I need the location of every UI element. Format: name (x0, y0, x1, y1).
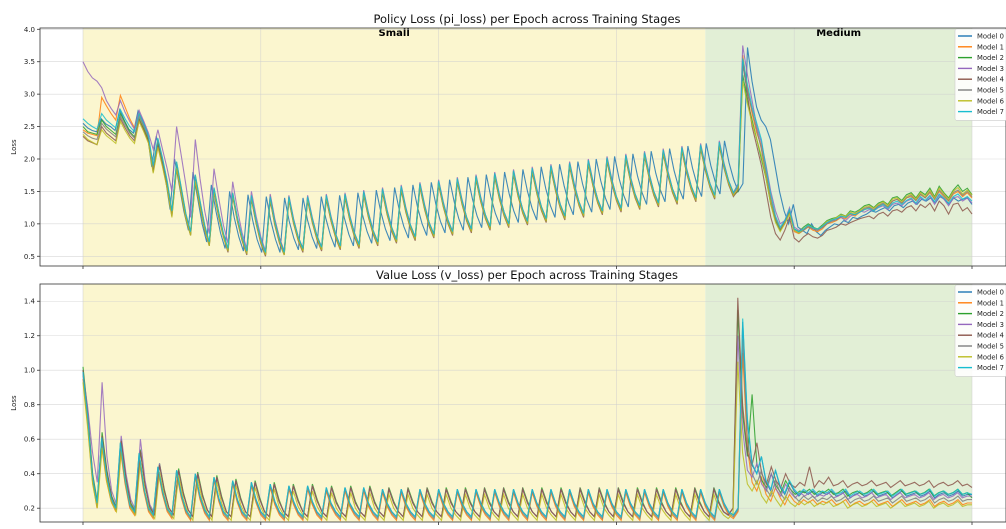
legend: Model 0 Model 1 Model 2 Model 3 Model 4 Model… (954, 284, 1006, 377)
y-tick-label: 4.0 (24, 26, 35, 34)
axes-frame (39, 27, 1006, 267)
y-tick-label: 1.4 (24, 298, 36, 306)
y-tick-label: 0.6 (24, 436, 36, 444)
chart-panel-1: 0.2 0.4 0.6 0.8 1.0 1.2 1.4 Loss Value Loss (v_l… (10, 268, 1006, 525)
legend-label-3: Model 3 (977, 65, 1004, 73)
y-tick-label: 1.0 (24, 220, 35, 228)
legend-label-2: Model 2 (977, 54, 1004, 62)
legend-label-2: Model 2 (977, 310, 1004, 318)
legend-label-3: Model 3 (977, 321, 1004, 329)
stage-label-0: Small (379, 28, 410, 39)
series-line-6 (82, 361, 972, 522)
stage-band-0 (83, 284, 706, 522)
legend-label-1: Model 1 (977, 299, 1004, 307)
y-tick-label: 0.2 (24, 505, 35, 513)
y-axis-label: Loss (10, 395, 18, 411)
axes-frame (39, 283, 1006, 523)
chart-title: Value Loss (v_loss) per Epoch across Tra… (376, 268, 678, 282)
y-tick-label: 0.8 (24, 401, 35, 409)
y-tick-label: 0.5 (24, 253, 35, 261)
legend-label-6: Model 6 (977, 353, 1004, 361)
y-tick-label: 3.5 (24, 58, 35, 66)
y-tick-label: 2.0 (24, 155, 35, 163)
legend-label-4: Model 4 (977, 332, 1004, 340)
y-tick-label: 1.2 (24, 332, 35, 340)
chart-panel-0: Small Medium 0.5 1.0 1.5 2.0 2.5 3.0 3.5 4.0 Loss P… (10, 12, 1006, 269)
legend-label-5: Model 5 (977, 87, 1004, 95)
series-line-7 (82, 318, 973, 519)
y-tick-label: 1.0 (24, 367, 35, 375)
y-tick-label: 3.0 (24, 91, 35, 99)
legend-label-4: Model 4 (977, 76, 1004, 84)
stage-band-0 (83, 28, 706, 266)
legend-box (954, 28, 1006, 121)
legend-label-7: Model 7 (977, 364, 1004, 372)
legend-label-5: Model 5 (977, 343, 1004, 351)
series-line-7 (82, 58, 973, 253)
legend-label-7: Model 7 (977, 108, 1004, 116)
legend-label-0: Model 0 (977, 33, 1004, 41)
legend: Model 0 Model 1 Model 2 Model 3 Model 4 Model… (954, 28, 1006, 121)
legend-label-1: Model 1 (977, 43, 1004, 51)
legend-box (954, 284, 1006, 377)
legend-label-0: Model 0 (977, 289, 1004, 297)
chart-title: Policy Loss (pi_loss) per Epoch across T… (373, 12, 680, 26)
y-tick-label: 0.4 (24, 470, 36, 478)
legend-label-6: Model 6 (977, 97, 1004, 105)
y-tick-label: 2.5 (24, 123, 35, 131)
y-tick-label: 1.5 (24, 188, 35, 196)
y-axis-label: Loss (10, 139, 18, 155)
stage-label-1: Medium (816, 28, 861, 39)
